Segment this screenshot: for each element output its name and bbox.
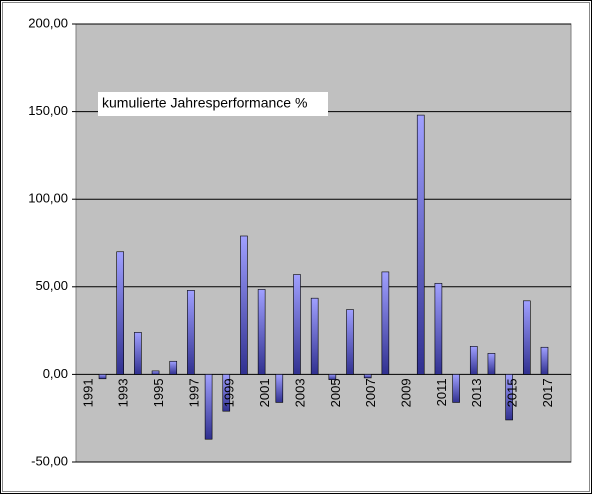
x-tick-label: 1999 [222,378,237,407]
x-tick-label: 2005 [328,378,343,407]
bar [169,360,178,375]
bar [116,251,124,375]
y-tick-label: 0,00 [43,366,68,381]
bar [363,374,372,379]
bar [416,114,425,375]
bar [328,374,337,380]
bar [487,353,496,375]
bar [540,346,549,375]
bar [452,374,460,403]
bar [275,374,284,403]
bar [204,374,213,440]
x-tick-label: 1997 [186,378,201,407]
bar [381,271,390,375]
bar [98,374,107,380]
x-tick-label: 2015 [505,378,520,407]
x-tick-label: 2007 [363,378,378,407]
x-tick-label: 2001 [257,378,272,407]
y-tick-label: 200,00 [28,15,68,30]
y-tick-label: 50,00 [35,278,68,293]
y-tick-label: 150,00 [28,103,68,118]
x-tick-label: 1993 [116,378,131,407]
bar [505,374,513,421]
bar [257,289,266,375]
chart-title: kumulierte Jahresperformance % [102,95,307,111]
x-tick-label: 1991 [80,378,95,407]
x-tick-label: 1995 [151,378,166,407]
bar [434,282,443,375]
bar [134,332,142,375]
x-tick-label: 2003 [292,378,307,407]
x-tick-label: 2011 [434,378,449,406]
bar [151,370,160,375]
bar [222,374,231,412]
bar [346,309,354,375]
y-tick-label: 100,00 [28,191,68,206]
bar [523,300,531,375]
title-box [98,92,328,116]
bar [240,235,248,375]
y-tick-label: -50,00 [31,453,68,468]
bar [469,346,478,375]
x-tick-label: 2017 [540,378,555,407]
x-tick-label: 2013 [469,378,484,407]
bar [293,274,301,375]
bar [187,290,195,375]
x-tick-label: 2009 [398,378,413,407]
bar [310,297,319,375]
